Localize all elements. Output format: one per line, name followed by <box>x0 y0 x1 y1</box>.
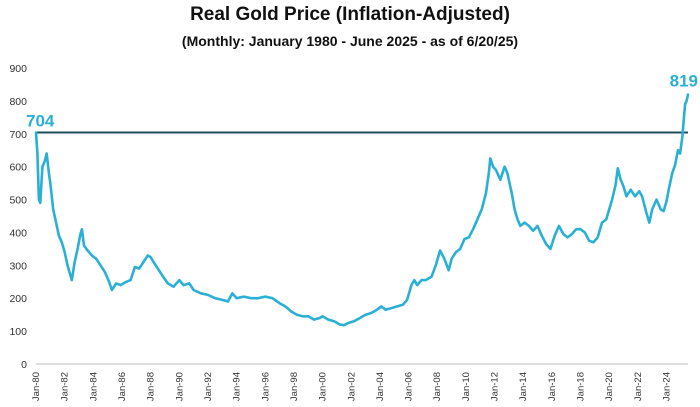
x-tick-label: Jan-88 <box>146 372 157 401</box>
x-tick-label: Jan-98 <box>289 372 300 401</box>
x-tick-label: Jan-82 <box>60 372 71 401</box>
x-tick-label: Jan-10 <box>461 372 472 401</box>
y-tick-label: 0 <box>21 359 27 371</box>
x-tick-label: Jan-14 <box>518 372 529 401</box>
y-tick-label: 900 <box>9 63 27 75</box>
y-tick-label: 600 <box>9 162 27 174</box>
x-tick-label: Jan-92 <box>203 372 214 401</box>
x-tick-label: Jan-04 <box>375 372 386 401</box>
x-tick-label: Jan-02 <box>346 372 357 401</box>
x-tick-label: Jan-24 <box>662 372 673 401</box>
y-tick-label: 400 <box>9 227 27 239</box>
chart-title: Real Gold Price (Inflation-Adjusted) <box>190 4 510 25</box>
x-tick-label: Jan-90 <box>174 372 185 401</box>
annotation-start-value: 704 <box>26 111 55 130</box>
x-tick-label: Jan-20 <box>604 372 615 401</box>
y-tick-label: 200 <box>9 293 27 305</box>
y-tick-label: 300 <box>9 260 27 272</box>
x-tick-label: Jan-12 <box>490 372 501 401</box>
x-tick-label: Jan-16 <box>547 372 558 401</box>
y-tick-label: 800 <box>9 96 27 108</box>
y-tick-label: 500 <box>9 195 27 207</box>
x-tick-label: Jan-06 <box>404 372 415 401</box>
x-tick-label: Jan-94 <box>232 372 243 401</box>
x-tick-label: Jan-22 <box>633 372 644 401</box>
x-tick-label: Jan-00 <box>318 372 329 401</box>
y-tick-label: 700 <box>9 129 27 141</box>
chart-subtitle: (Monthly: January 1980 - June 2025 - as … <box>181 33 519 49</box>
x-tick-label: Jan-84 <box>88 372 99 401</box>
y-tick-label: 100 <box>9 326 27 338</box>
x-tick-label: Jan-86 <box>117 372 128 401</box>
annotation-end-value: 819 <box>670 72 698 91</box>
x-tick-label: Jan-08 <box>432 372 443 401</box>
x-tick-label: Jan-96 <box>260 372 271 401</box>
series-line <box>34 93 690 327</box>
x-tick-label: Jan-80 <box>31 372 42 401</box>
x-tick-label: Jan-18 <box>576 372 587 401</box>
